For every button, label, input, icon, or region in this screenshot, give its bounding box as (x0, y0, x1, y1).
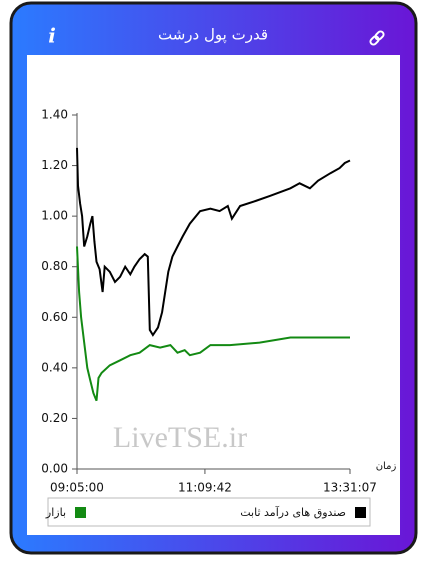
y-tick-label: 0.40 (41, 360, 68, 374)
y-tick-label: 0.20 (41, 411, 68, 425)
y-tick-label: 1.20 (41, 158, 68, 172)
legend-swatch (75, 507, 86, 518)
x-axis-label: زمان (376, 461, 397, 472)
header-title: قدرت پول درشت (158, 26, 268, 45)
legend-label: بازار (45, 506, 66, 519)
link-icon[interactable] (369, 30, 385, 46)
legend-label: صندوق های درآمد ثابت (240, 505, 346, 519)
x-tick-label: 13:31:07 (323, 481, 377, 495)
legend-swatch (355, 507, 366, 518)
info-icon[interactable]: i (48, 24, 56, 48)
y-tick-label: 0.00 (41, 462, 68, 476)
x-tick-label: 11:09:42 (178, 481, 232, 495)
chart-panel (27, 55, 400, 535)
series-line (76, 246, 350, 402)
y-tick-label: 1.00 (41, 209, 68, 223)
plot: LiveTSE.ir 0.00 0.20 0.40 0.60 0.80 1.00 1.20 1.… (41, 108, 396, 527)
y-tick-label: 1.40 (41, 108, 68, 122)
series-line (76, 147, 351, 337)
watermark: LiveTSE.ir (113, 421, 247, 454)
y-tick-label: 0.60 (41, 310, 68, 324)
y-tick-label: 0.80 (41, 259, 68, 273)
legend-box (47, 497, 371, 527)
x-tick-label: 09:05:00 (50, 481, 104, 495)
